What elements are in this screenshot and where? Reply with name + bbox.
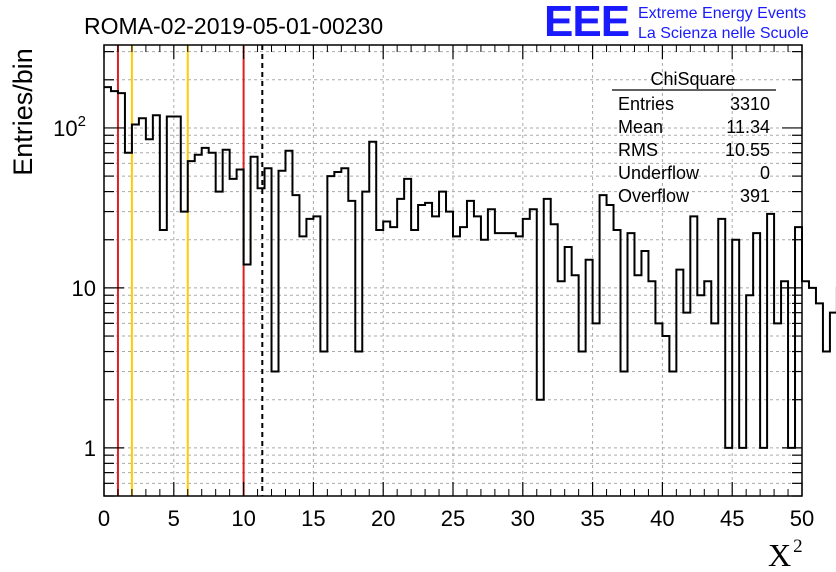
y-tick-label: 102 [53,113,86,141]
x-tick-label: 25 [441,506,465,531]
eee-logo: EEE Extreme Energy Events La Scienza nel… [544,0,834,46]
stats-value-entries: 3310 [730,94,770,114]
x-tick-label: 10 [231,506,255,531]
eee-logo-line-1: Extreme Energy Events [638,5,807,22]
x-axis-label-sup: 2 [793,536,803,557]
histogram-outline [104,86,836,449]
stats-label-mean: Mean [618,117,663,137]
x-tick-label: 15 [301,506,325,531]
x-tick-label: 45 [720,506,744,531]
chart-title: ROMA-02-2019-05-01-00230 [84,13,383,39]
stats-value-rms: 10.55 [725,140,770,160]
stats-value-overflow: 391 [740,186,770,206]
stats-label-rms: RMS [618,140,658,160]
axis-ticks [103,45,803,497]
stats-label-entries: Entries [618,94,674,114]
eee-logo-line-2: La Scienza nelle Scuole [638,25,809,42]
stats-label-underflow: Underflow [618,163,700,183]
stats-box-title: ChiSquare [650,69,735,89]
x-tick-label: 30 [511,506,535,531]
stats-label-overflow: Overflow [618,186,690,206]
x-tick-label: 5 [168,506,180,531]
x-tick-label: 50 [790,506,814,531]
x-tick-label: 0 [98,506,110,531]
y-tick-label: 1 [84,436,96,461]
stats-box: ChiSquare Entries 3310 Mean 11.34 RMS 10… [612,69,776,206]
eee-logo-mark: EEE [544,0,630,46]
y-axis-label: Entries/bin [8,48,38,176]
tick-labels: 0 5 10 15 20 25 30 35 40 45 50 1 10 102 [53,113,814,531]
x-tick-label: 35 [580,506,604,531]
marker-lines [116,45,264,496]
x-tick-label: 40 [650,506,674,531]
stats-value-underflow: 0 [760,163,770,183]
y-tick-label: 10 [72,276,96,301]
stats-value-mean: 11.34 [726,117,770,137]
x-axis-label-base: X [768,537,791,572]
x-tick-label: 20 [371,506,395,531]
